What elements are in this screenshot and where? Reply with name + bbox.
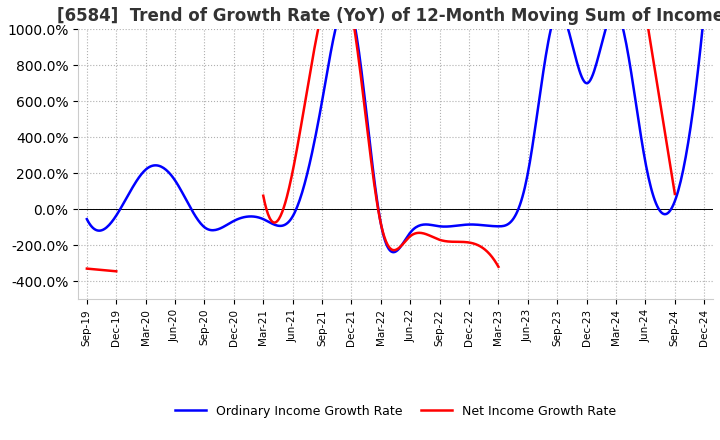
Ordinary Income Growth Rate: [381, 238, 390, 243]
Ordinary Income Growth Rate: [83, 216, 91, 222]
Line: Ordinary Income Growth Rate: Ordinary Income Growth Rate: [87, 3, 704, 252]
Title: [6584]  Trend of Growth Rate (YoY) of 12-Month Moving Sum of Incomes: [6584] Trend of Growth Rate (YoY) of 12-…: [57, 7, 720, 25]
Legend: Ordinary Income Growth Rate, Net Income Growth Rate: Ordinary Income Growth Rate, Net Income …: [170, 400, 621, 422]
Net Income Growth Rate: [83, 266, 91, 271]
Ordinary Income Growth Rate: [390, 249, 398, 255]
Ordinary Income Growth Rate: [700, 9, 708, 14]
Net Income Growth Rate: [112, 269, 120, 274]
Ordinary Income Growth Rate: [377, 224, 386, 229]
Ordinary Income Growth Rate: [452, 223, 461, 228]
Ordinary Income Growth Rate: [688, 116, 696, 121]
Ordinary Income Growth Rate: [342, 0, 351, 6]
Ordinary Income Growth Rate: [419, 222, 428, 227]
Line: Net Income Growth Rate: Net Income Growth Rate: [87, 268, 116, 271]
Ordinary Income Growth Rate: [591, 65, 600, 70]
